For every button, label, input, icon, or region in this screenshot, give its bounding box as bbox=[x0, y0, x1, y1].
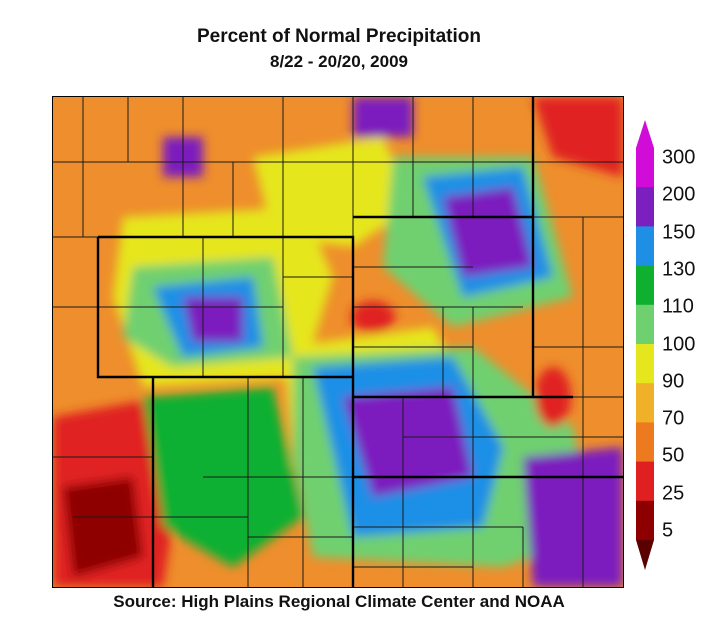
legend-color-segment bbox=[636, 304, 654, 345]
purple-zone-ne bbox=[443, 187, 533, 277]
legend-label: 5 bbox=[662, 519, 674, 542]
precipitation-map-svg bbox=[53, 97, 623, 587]
purple-zone-se bbox=[523, 447, 623, 587]
legend-label: 130 bbox=[662, 258, 696, 281]
purple-zone-wy bbox=[183, 297, 243, 342]
legend-color-segment bbox=[636, 500, 654, 541]
purple-zone-n bbox=[353, 97, 413, 137]
legend-color-segment bbox=[636, 344, 654, 384]
low-precip-zone-ne bbox=[533, 97, 623, 177]
legend-colorbar bbox=[636, 120, 654, 570]
legend-color-segment bbox=[636, 383, 654, 423]
legend-label: 200 bbox=[662, 183, 696, 206]
legend-label: 110 bbox=[662, 295, 694, 318]
legend-arrow-top bbox=[636, 120, 654, 148]
state-borders bbox=[96, 97, 623, 587]
map-subtitle: 8/22 - 20/20, 2009 bbox=[269, 52, 408, 71]
yellow-zone-north bbox=[253, 137, 413, 247]
legend-color-segment bbox=[636, 148, 654, 188]
legend-color-segment bbox=[636, 265, 654, 306]
legend-color-segment bbox=[636, 461, 654, 502]
purple-zone-ks bbox=[343, 387, 473, 497]
red-spot-central bbox=[351, 301, 395, 333]
very-low-precip-zone-sw bbox=[63, 477, 143, 577]
legend-label: 300 bbox=[662, 146, 696, 169]
map-title: Percent of Normal Precipitation bbox=[196, 26, 481, 47]
precipitation-map bbox=[52, 96, 624, 588]
legend-label: 100 bbox=[662, 333, 696, 355]
legend-color-segment bbox=[636, 226, 654, 267]
legend-label: 90 bbox=[662, 370, 685, 393]
legend-arrow-bottom bbox=[636, 540, 654, 570]
legend-label: 50 bbox=[662, 444, 685, 467]
source-credit: Source: High Plains Regional Climate Cen… bbox=[113, 592, 565, 611]
legend-color-segment bbox=[636, 422, 654, 463]
legend-label: 25 bbox=[662, 482, 685, 505]
legend-label: 70 bbox=[662, 407, 685, 430]
legend-segments bbox=[636, 148, 654, 541]
legend-label: 150 bbox=[662, 221, 696, 244]
legend-color-segment bbox=[636, 187, 654, 227]
